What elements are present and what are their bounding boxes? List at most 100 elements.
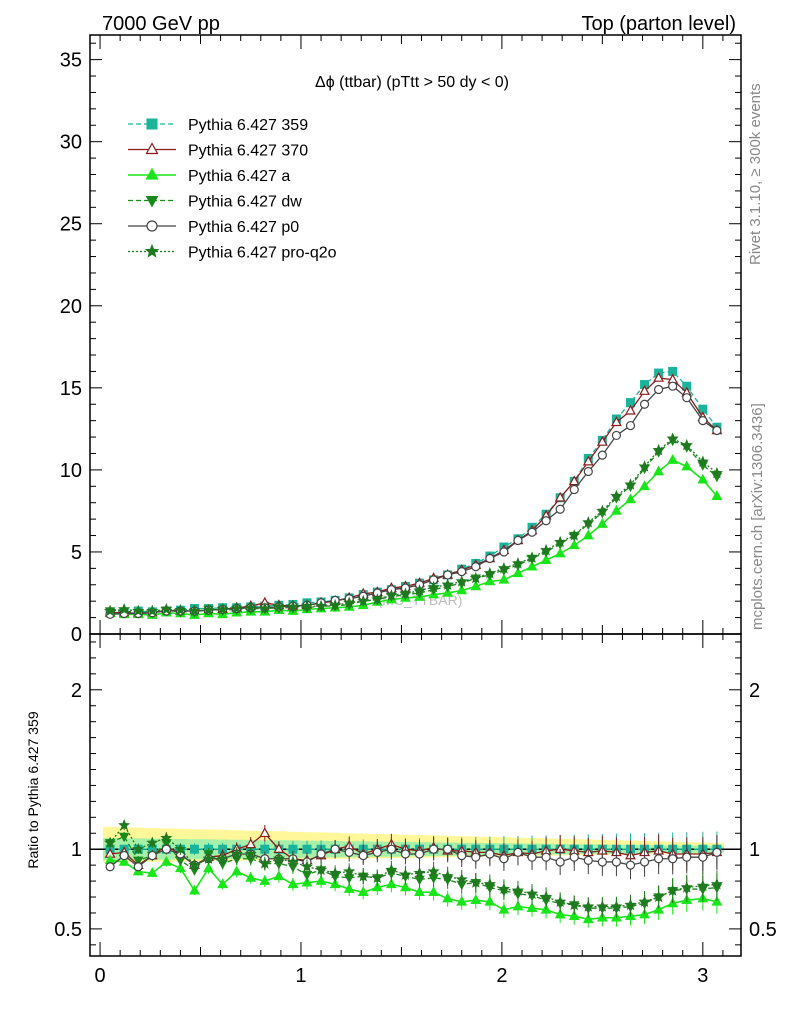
- data-point-proq2o: [118, 603, 131, 615]
- data-point-p0: [133, 862, 143, 872]
- data-point-p0: [597, 857, 607, 867]
- main-panel: 0 5 10 15 20 25 30 35: [60, 34, 742, 646]
- data-point-proq2o: [441, 869, 454, 882]
- data-point-proq2o: [399, 868, 412, 880]
- data-point-proq2o: [216, 603, 229, 615]
- data-point-p0: [625, 420, 636, 431]
- data-point-proq2o: [174, 842, 187, 855]
- data-point-a: [357, 886, 369, 897]
- data-point-proq2o: [258, 857, 271, 869]
- legend: Pythia 6.427 359 Pythia 6.427 370 Pythia 6…: [128, 117, 337, 262]
- data-point-a: [540, 554, 552, 564]
- data-point-proq2o: [286, 855, 299, 868]
- data-point-a: [456, 584, 468, 595]
- data-point-proq2o: [526, 887, 539, 899]
- data-point-a: [582, 913, 594, 924]
- data-point-s370: [639, 385, 650, 395]
- data-point-proq2o: [202, 603, 215, 616]
- ratio-plot-area: [90, 818, 741, 928]
- data-point-proq2o: [582, 900, 595, 912]
- data-point-proq2o: [455, 575, 468, 587]
- data-point-proq2o: [329, 866, 342, 879]
- header-right: Top (parton level): [581, 13, 736, 35]
- y-tick-label-ratio: 2: [71, 680, 82, 702]
- data-point-proq2o: [385, 589, 398, 601]
- data-point-a: [385, 878, 397, 889]
- data-point-proq2o: [272, 600, 285, 613]
- data-point-proq2o: [441, 578, 454, 590]
- data-point-a: [231, 865, 243, 876]
- data-point-p0: [105, 862, 115, 872]
- data-point-p0: [119, 850, 129, 861]
- data-point-proq2o: [357, 594, 370, 607]
- data-point-p0: [597, 450, 607, 460]
- data-point-proq2o: [638, 895, 651, 907]
- legend-item-pythia-6-427-p0: Pythia 6.427 p0: [128, 219, 299, 236]
- data-point-p0: [330, 844, 340, 854]
- data-point-proq2o: [455, 873, 468, 885]
- data-point-p0: [682, 852, 692, 862]
- legend-label: Pythia 6.427 370: [188, 143, 308, 160]
- y-tick-label-main: 35: [60, 50, 82, 72]
- data-point-a: [653, 465, 665, 476]
- data-point-p0: [386, 844, 396, 854]
- data-point-a: [287, 878, 299, 889]
- legend-label: Pythia 6.427 pro-q2o: [188, 245, 337, 262]
- data-point-s370: [653, 371, 665, 382]
- data-point-proq2o: [568, 898, 581, 911]
- data-point-a: [568, 539, 580, 550]
- data-point-proq2o: [315, 599, 328, 612]
- data-point-proq2o: [652, 890, 665, 903]
- data-point-p0: [698, 852, 708, 862]
- data-point-a: [273, 870, 285, 881]
- data-point-a: [639, 480, 650, 491]
- data-point-proq2o: [315, 863, 328, 876]
- series-proq2o: [104, 818, 723, 917]
- data-point-p0: [654, 384, 664, 395]
- data-point-a: [568, 910, 580, 920]
- data-point-proq2o: [582, 516, 595, 528]
- y-tick-label-main: 25: [60, 214, 82, 236]
- data-point-proq2o: [202, 852, 215, 864]
- data-point-proq2o: [540, 543, 553, 556]
- data-point-proq2o: [160, 603, 173, 615]
- y-tick-label-main: 5: [71, 542, 82, 564]
- data-point-a: [118, 855, 130, 866]
- data-point-proq2o: [497, 562, 510, 574]
- data-point-p0: [372, 847, 382, 857]
- data-point-proq2o: [427, 865, 440, 877]
- data-point-proq2o: [427, 580, 440, 593]
- data-point-a: [470, 894, 482, 905]
- data-point-proq2o: [610, 900, 623, 912]
- data-point-proq2o: [371, 593, 384, 605]
- data-point-proq2o: [710, 466, 723, 479]
- data-point-a: [554, 908, 566, 919]
- data-point-dw: [118, 832, 130, 843]
- data-point-a: [582, 529, 594, 540]
- data-point-p0: [698, 416, 708, 426]
- ratio-frame: [89, 633, 742, 957]
- data-point-proq2o: [666, 884, 679, 896]
- data-point-proq2o: [132, 842, 145, 855]
- data-point-a: [498, 573, 510, 584]
- ratio-ylabel: Ratio to Pythia 6.427 359: [25, 711, 41, 868]
- data-point-proq2o: [104, 836, 117, 848]
- data-point-p0: [499, 854, 509, 864]
- x-tick-label: 1: [295, 965, 306, 987]
- data-point-proq2o: [357, 869, 370, 882]
- data-point-proq2o: [244, 601, 257, 613]
- data-point-p0: [400, 849, 411, 859]
- data-point-p0: [555, 504, 565, 514]
- data-point-a: [428, 886, 439, 897]
- data-point-p0: [428, 844, 439, 854]
- data-point-proq2o: [469, 876, 482, 888]
- data-point-p0: [611, 857, 622, 867]
- data-point-p0: [471, 852, 481, 862]
- data-point-p0: [625, 860, 636, 870]
- data-point-a: [146, 867, 158, 877]
- y-tick-label-right-ratio: 2: [749, 680, 760, 702]
- y-tick-label-main: 0: [71, 624, 82, 646]
- data-point-p0: [513, 535, 523, 546]
- plot-title: Δϕ (ttbar) (pTtt > 50 dy < 0): [315, 74, 509, 91]
